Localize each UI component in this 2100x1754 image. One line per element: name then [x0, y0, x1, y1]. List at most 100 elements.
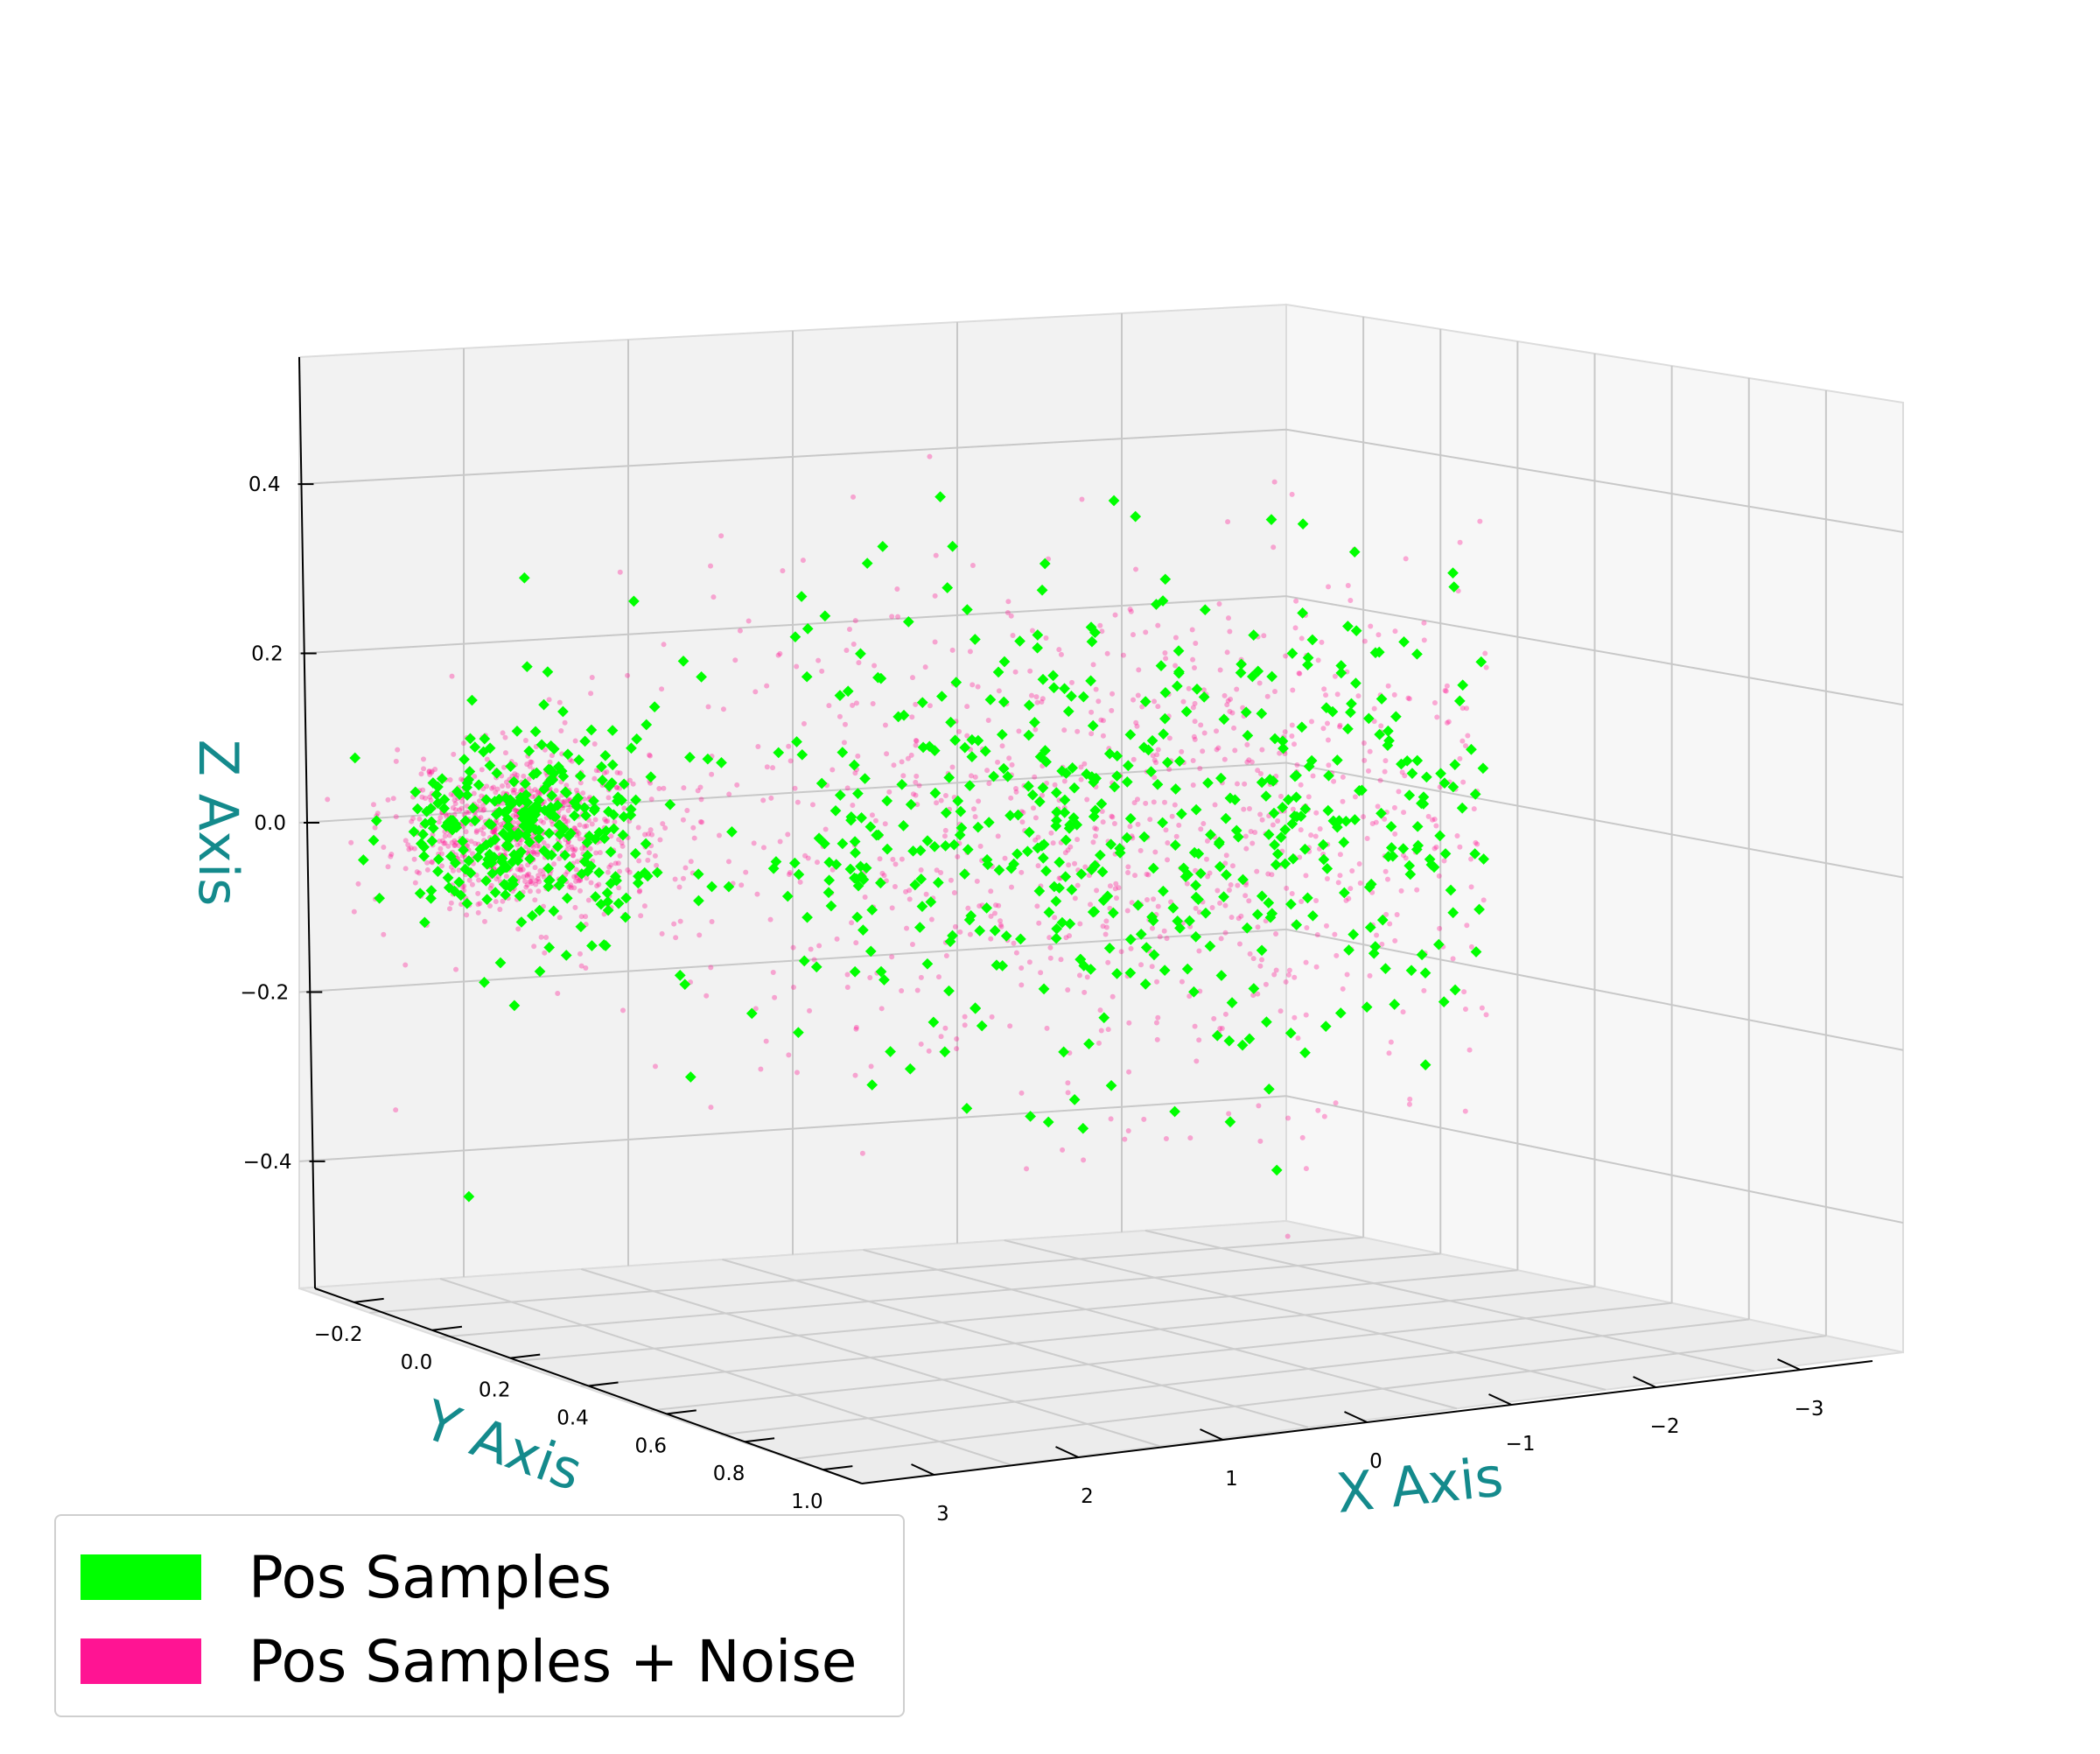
noise-sample-point — [442, 840, 448, 846]
pos-sample-point — [989, 924, 1001, 937]
noise-sample-point — [786, 871, 792, 877]
noise-sample-point — [1155, 704, 1161, 710]
noise-sample-point — [1018, 965, 1025, 972]
noise-sample-point — [899, 856, 905, 862]
noise-sample-point — [426, 768, 432, 775]
noise-sample-point — [1211, 1015, 1217, 1021]
noise-sample-point — [1317, 826, 1323, 832]
noise-sample-point — [480, 803, 486, 809]
noise-sample-point — [530, 849, 536, 855]
noise-sample-point — [588, 880, 594, 886]
noise-sample-point — [1247, 951, 1253, 957]
noise-sample-point — [532, 865, 538, 871]
noise-sample-point — [1088, 902, 1094, 908]
noise-sample-point — [790, 985, 796, 991]
noise-sample-point — [696, 932, 703, 938]
noise-sample-point — [1255, 991, 1261, 997]
pos-sample-point — [1147, 915, 1159, 927]
noise-sample-point — [1067, 933, 1073, 939]
noise-sample-point — [859, 1150, 865, 1156]
noise-sample-point — [1032, 726, 1039, 733]
noise-sample-point — [955, 853, 961, 859]
noise-sample-point — [1198, 722, 1204, 728]
noise-sample-point — [1298, 898, 1305, 904]
noise-sample-point — [502, 734, 508, 740]
noise-sample-point — [652, 852, 658, 859]
noise-sample-point — [1356, 860, 1362, 866]
noise-sample-point — [1465, 733, 1471, 739]
noise-sample-point — [1355, 693, 1362, 699]
noise-sample-point — [844, 785, 850, 791]
noise-sample-point — [1442, 688, 1448, 694]
noise-sample-point — [475, 890, 481, 896]
noise-sample-point — [463, 829, 469, 835]
noise-sample-point — [868, 1063, 874, 1070]
noise-sample-point — [918, 974, 924, 980]
noise-sample-point — [948, 877, 954, 883]
noise-sample-point — [487, 885, 494, 891]
y-tick-label: −0.2 — [314, 1323, 363, 1346]
z-tick-label: −0.2 — [240, 981, 289, 1004]
noise-sample-point — [1154, 979, 1160, 985]
noise-sample-point — [393, 758, 399, 764]
noise-sample-point — [411, 856, 417, 862]
noise-sample-point — [1157, 934, 1163, 940]
noise-sample-point — [1150, 753, 1156, 759]
noise-sample-point — [1056, 647, 1062, 653]
pos-sample-point — [1380, 963, 1391, 974]
noise-sample-point — [1407, 1096, 1413, 1102]
noise-sample-point — [1308, 719, 1314, 725]
noise-sample-point — [547, 759, 553, 765]
noise-sample-point — [524, 872, 530, 878]
noise-sample-point — [659, 686, 665, 692]
noise-sample-point — [1246, 898, 1252, 904]
noise-sample-point — [1018, 869, 1025, 875]
noise-sample-point — [1154, 1036, 1160, 1042]
z-tick-label: 0.0 — [254, 812, 286, 835]
noise-sample-point — [1078, 776, 1084, 782]
noise-sample-point — [1273, 967, 1279, 973]
noise-sample-point — [816, 943, 822, 949]
noise-sample-point — [1277, 750, 1283, 756]
pos-sample-point — [1148, 949, 1160, 961]
noise-sample-point — [514, 866, 521, 873]
noise-sample-point — [1035, 834, 1041, 840]
noise-sample-point — [1312, 833, 1319, 839]
noise-sample-point — [1402, 773, 1408, 779]
noise-sample-point — [914, 773, 920, 779]
noise-sample-point — [348, 839, 354, 845]
noise-sample-point — [1009, 884, 1015, 890]
noise-sample-point — [1068, 679, 1074, 685]
noise-sample-point — [1165, 840, 1171, 846]
noise-sample-point — [768, 795, 774, 801]
noise-sample-point — [576, 878, 582, 884]
noise-sample-point — [1400, 1009, 1406, 1015]
noise-sample-point — [621, 805, 627, 811]
noise-sample-point — [515, 819, 522, 825]
noise-sample-point — [1278, 793, 1284, 799]
noise-sample-point — [1190, 656, 1196, 663]
noise-sample-point — [1030, 805, 1036, 811]
noise-sample-point — [1243, 882, 1250, 888]
noise-sample-point — [513, 814, 519, 820]
pos-sample-point — [1334, 1007, 1347, 1019]
noise-sample-point — [1264, 693, 1270, 699]
x-tick — [1633, 1376, 1656, 1388]
noise-sample-point — [395, 747, 401, 753]
noise-sample-point — [1204, 838, 1210, 844]
y-tick — [354, 1297, 384, 1303]
noise-sample-point — [1306, 794, 1312, 800]
noise-sample-point — [1331, 778, 1337, 784]
noise-sample-point — [1092, 825, 1098, 831]
noise-sample-point — [1436, 873, 1442, 879]
noise-sample-point — [1385, 683, 1391, 689]
noise-sample-point — [568, 882, 574, 888]
noise-sample-point — [889, 905, 895, 911]
noise-sample-point — [1304, 924, 1310, 930]
noise-sample-point — [1072, 895, 1078, 902]
noise-sample-point — [1403, 556, 1409, 562]
noise-sample-point — [1265, 871, 1271, 877]
noise-sample-point — [726, 791, 732, 797]
noise-sample-point — [1228, 881, 1234, 888]
noise-sample-point — [1125, 864, 1131, 870]
